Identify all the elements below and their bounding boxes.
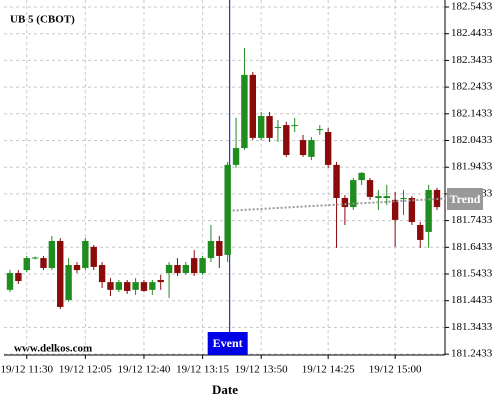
y-tick-label: 181.2433 [451,348,493,360]
chart-title: UB 5 (CBOT) [10,14,75,26]
x-tick-label: 19/12 12:40 [118,364,171,376]
candle-body [391,199,399,220]
candle-body [400,197,407,200]
candle-body [149,282,156,290]
candle-body [190,258,198,274]
y-tick-label: 181.3433 [451,321,493,333]
y-tick-label: 181.6433 [451,241,493,253]
candle-body [366,180,374,197]
y-tick-label: 182.1433 [451,107,493,119]
y-tick-label: 182.0433 [451,134,493,146]
y-tick-label: 181.7433 [451,214,493,226]
candle-body [383,196,390,198]
x-tick-label: 19/12 11:30 [1,364,54,376]
candle-body [257,116,265,138]
candle-body [308,140,315,157]
candle-body [115,282,123,290]
candle-body [316,129,323,131]
y-tick-label: 182.3433 [451,54,493,66]
candle-body [165,265,173,274]
candle-body [350,180,357,208]
candle-body [299,140,307,156]
candle-body [6,273,14,290]
x-tick-label: 19/12 15:00 [369,364,422,376]
candle-body [425,189,432,232]
candle-body [182,265,190,274]
candle-body [132,282,139,290]
candle-body [324,132,332,165]
x-axis-label: Date [212,382,238,397]
y-tick-label: 181.5433 [451,268,493,280]
x-tick-label: 19/12 12:05 [59,364,112,376]
y-tick-label: 182.2433 [451,81,493,93]
candle-body [15,273,22,282]
y-tick-label: 181.9433 [451,161,493,173]
candle-body [65,265,72,300]
candle-body [98,265,106,283]
candle-body [199,258,206,274]
candle-body [207,240,215,259]
candle-body [341,197,349,208]
candle-body [23,258,30,271]
candle-body [241,74,248,149]
candle-body [249,74,257,138]
candle-body [274,126,282,129]
candle-body [90,246,97,267]
event-label-box [207,332,248,355]
candle-body [140,282,148,291]
watermark: www.delkos.com [14,343,92,355]
y-tick-label: 182.5433 [451,1,493,13]
y-tick-label: 182.4433 [451,27,493,39]
candle-body [266,116,273,138]
x-tick-label: 19/12 13:50 [235,364,288,376]
candle-body [333,164,340,198]
candle-body [408,197,416,223]
event-label: Event [213,336,243,350]
candle-body [40,258,47,268]
candle-body [31,257,39,259]
candle-body [73,265,81,271]
candle-body [124,282,131,291]
trend-label: Trend [450,192,481,206]
candle-body [224,164,231,255]
trend-line [232,197,446,212]
x-tick-label: 19/12 14:25 [302,364,355,376]
candle-body [82,240,89,268]
candle-body [216,240,223,256]
candle-body [417,224,424,240]
candle-body [57,240,64,307]
candle-body [358,172,365,181]
candle-body [174,265,181,274]
candle-body [107,282,114,290]
trend-label-box [447,188,483,210]
candle-body [375,196,382,198]
candle-body [157,279,164,283]
y-tick-label: 181.4433 [451,294,493,306]
candle-body [291,125,298,127]
candle-body [48,240,56,268]
x-tick-label: 19/12 13:15 [176,364,229,376]
candle-body [283,125,290,156]
candle-body [232,148,240,165]
